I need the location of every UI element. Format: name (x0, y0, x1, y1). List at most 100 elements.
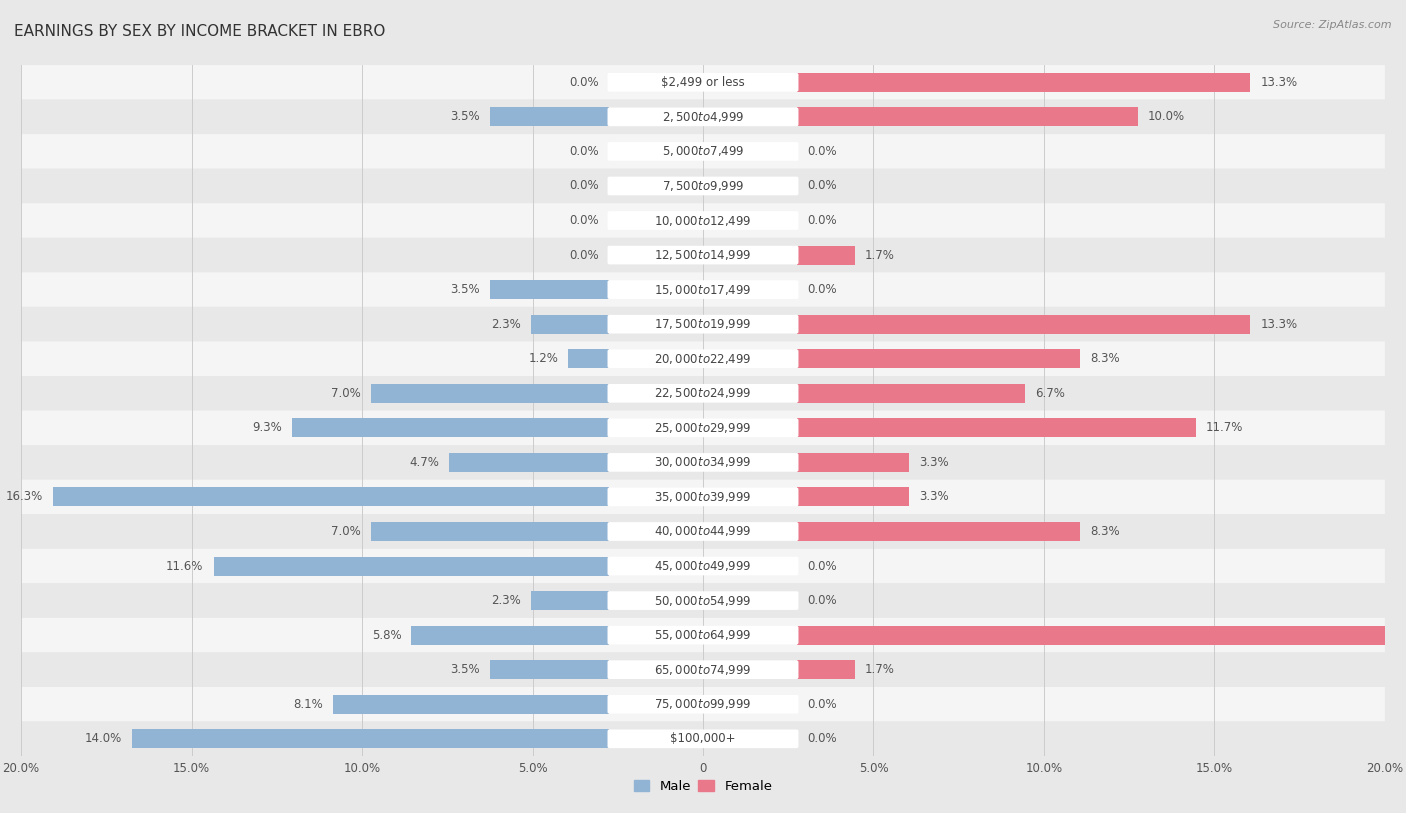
FancyBboxPatch shape (21, 687, 1385, 722)
Bar (797, 453, 910, 472)
FancyBboxPatch shape (21, 307, 1385, 341)
Bar (797, 626, 1406, 645)
FancyBboxPatch shape (607, 107, 799, 126)
FancyBboxPatch shape (21, 99, 1385, 134)
Text: $22,500 to $24,999: $22,500 to $24,999 (654, 386, 752, 400)
Bar (489, 280, 609, 299)
FancyBboxPatch shape (21, 341, 1385, 376)
Bar (797, 660, 855, 679)
FancyBboxPatch shape (607, 591, 799, 610)
Text: 6.7%: 6.7% (1035, 387, 1066, 400)
Text: 8.3%: 8.3% (1090, 525, 1119, 538)
FancyBboxPatch shape (21, 515, 1385, 549)
FancyBboxPatch shape (21, 65, 1385, 99)
Bar (132, 729, 609, 748)
Text: 3.5%: 3.5% (450, 111, 479, 124)
FancyBboxPatch shape (607, 729, 799, 748)
Text: 0.0%: 0.0% (807, 594, 837, 607)
FancyBboxPatch shape (21, 411, 1385, 446)
Text: $65,000 to $74,999: $65,000 to $74,999 (654, 663, 752, 676)
Text: 13.3%: 13.3% (1260, 76, 1298, 89)
FancyBboxPatch shape (21, 446, 1385, 480)
Text: 10.0%: 10.0% (1147, 111, 1185, 124)
Bar (371, 522, 609, 541)
Text: 9.3%: 9.3% (252, 421, 283, 434)
Bar (489, 660, 609, 679)
Text: 7.0%: 7.0% (330, 525, 360, 538)
FancyBboxPatch shape (21, 237, 1385, 272)
Text: 0.0%: 0.0% (807, 180, 837, 193)
FancyBboxPatch shape (21, 549, 1385, 584)
Bar (797, 350, 1080, 368)
Text: 14.0%: 14.0% (84, 733, 122, 746)
FancyBboxPatch shape (607, 176, 799, 195)
Bar (568, 350, 609, 368)
Text: 0.0%: 0.0% (569, 145, 599, 158)
FancyBboxPatch shape (21, 376, 1385, 411)
Text: $50,000 to $54,999: $50,000 to $54,999 (654, 593, 752, 607)
Bar (214, 557, 609, 576)
Text: 0.0%: 0.0% (569, 249, 599, 262)
Bar (292, 419, 609, 437)
Bar (797, 246, 855, 264)
FancyBboxPatch shape (607, 522, 799, 541)
FancyBboxPatch shape (21, 652, 1385, 687)
Bar (53, 488, 609, 506)
Text: 0.0%: 0.0% (569, 214, 599, 227)
FancyBboxPatch shape (607, 211, 799, 230)
FancyBboxPatch shape (607, 384, 799, 402)
Text: 1.7%: 1.7% (865, 663, 894, 676)
Legend: Male, Female: Male, Female (628, 774, 778, 798)
Text: Source: ZipAtlas.com: Source: ZipAtlas.com (1274, 20, 1392, 30)
Text: $15,000 to $17,499: $15,000 to $17,499 (654, 283, 752, 297)
Text: $100,000+: $100,000+ (671, 733, 735, 746)
FancyBboxPatch shape (21, 480, 1385, 515)
FancyBboxPatch shape (607, 488, 799, 506)
Bar (531, 591, 609, 610)
Text: $2,499 or less: $2,499 or less (661, 76, 745, 89)
Text: $75,000 to $99,999: $75,000 to $99,999 (654, 698, 752, 711)
Text: $55,000 to $64,999: $55,000 to $64,999 (654, 628, 752, 642)
Text: 3.5%: 3.5% (450, 283, 479, 296)
FancyBboxPatch shape (607, 557, 799, 576)
FancyBboxPatch shape (607, 453, 799, 472)
FancyBboxPatch shape (607, 350, 799, 368)
FancyBboxPatch shape (607, 315, 799, 333)
Text: $17,500 to $19,999: $17,500 to $19,999 (654, 317, 752, 331)
Bar (797, 73, 1250, 92)
Text: 16.3%: 16.3% (6, 490, 44, 503)
Bar (797, 107, 1137, 126)
FancyBboxPatch shape (607, 626, 799, 645)
Text: 1.7%: 1.7% (865, 249, 894, 262)
FancyBboxPatch shape (607, 419, 799, 437)
Text: 11.7%: 11.7% (1206, 421, 1243, 434)
Text: 11.6%: 11.6% (166, 559, 204, 572)
FancyBboxPatch shape (21, 618, 1385, 652)
Text: 4.7%: 4.7% (409, 456, 439, 469)
Bar (333, 695, 609, 714)
Text: 0.0%: 0.0% (807, 145, 837, 158)
Text: 0.0%: 0.0% (569, 180, 599, 193)
Bar (797, 419, 1195, 437)
FancyBboxPatch shape (607, 246, 799, 264)
Text: 0.0%: 0.0% (569, 76, 599, 89)
Text: 3.3%: 3.3% (920, 490, 949, 503)
FancyBboxPatch shape (607, 660, 799, 679)
Text: $25,000 to $29,999: $25,000 to $29,999 (654, 421, 752, 435)
Text: 0.0%: 0.0% (807, 283, 837, 296)
Text: $20,000 to $22,499: $20,000 to $22,499 (654, 352, 752, 366)
Bar (371, 384, 609, 402)
FancyBboxPatch shape (21, 272, 1385, 307)
FancyBboxPatch shape (21, 134, 1385, 169)
Bar (449, 453, 609, 472)
Text: 3.3%: 3.3% (920, 456, 949, 469)
FancyBboxPatch shape (607, 280, 799, 299)
Text: 5.8%: 5.8% (371, 628, 401, 641)
Text: 7.0%: 7.0% (330, 387, 360, 400)
Bar (797, 315, 1250, 333)
Text: $12,500 to $14,999: $12,500 to $14,999 (654, 248, 752, 262)
Text: $45,000 to $49,999: $45,000 to $49,999 (654, 559, 752, 573)
Text: EARNINGS BY SEX BY INCOME BRACKET IN EBRO: EARNINGS BY SEX BY INCOME BRACKET IN EBR… (14, 24, 385, 39)
Text: $35,000 to $39,999: $35,000 to $39,999 (654, 490, 752, 504)
FancyBboxPatch shape (607, 142, 799, 161)
